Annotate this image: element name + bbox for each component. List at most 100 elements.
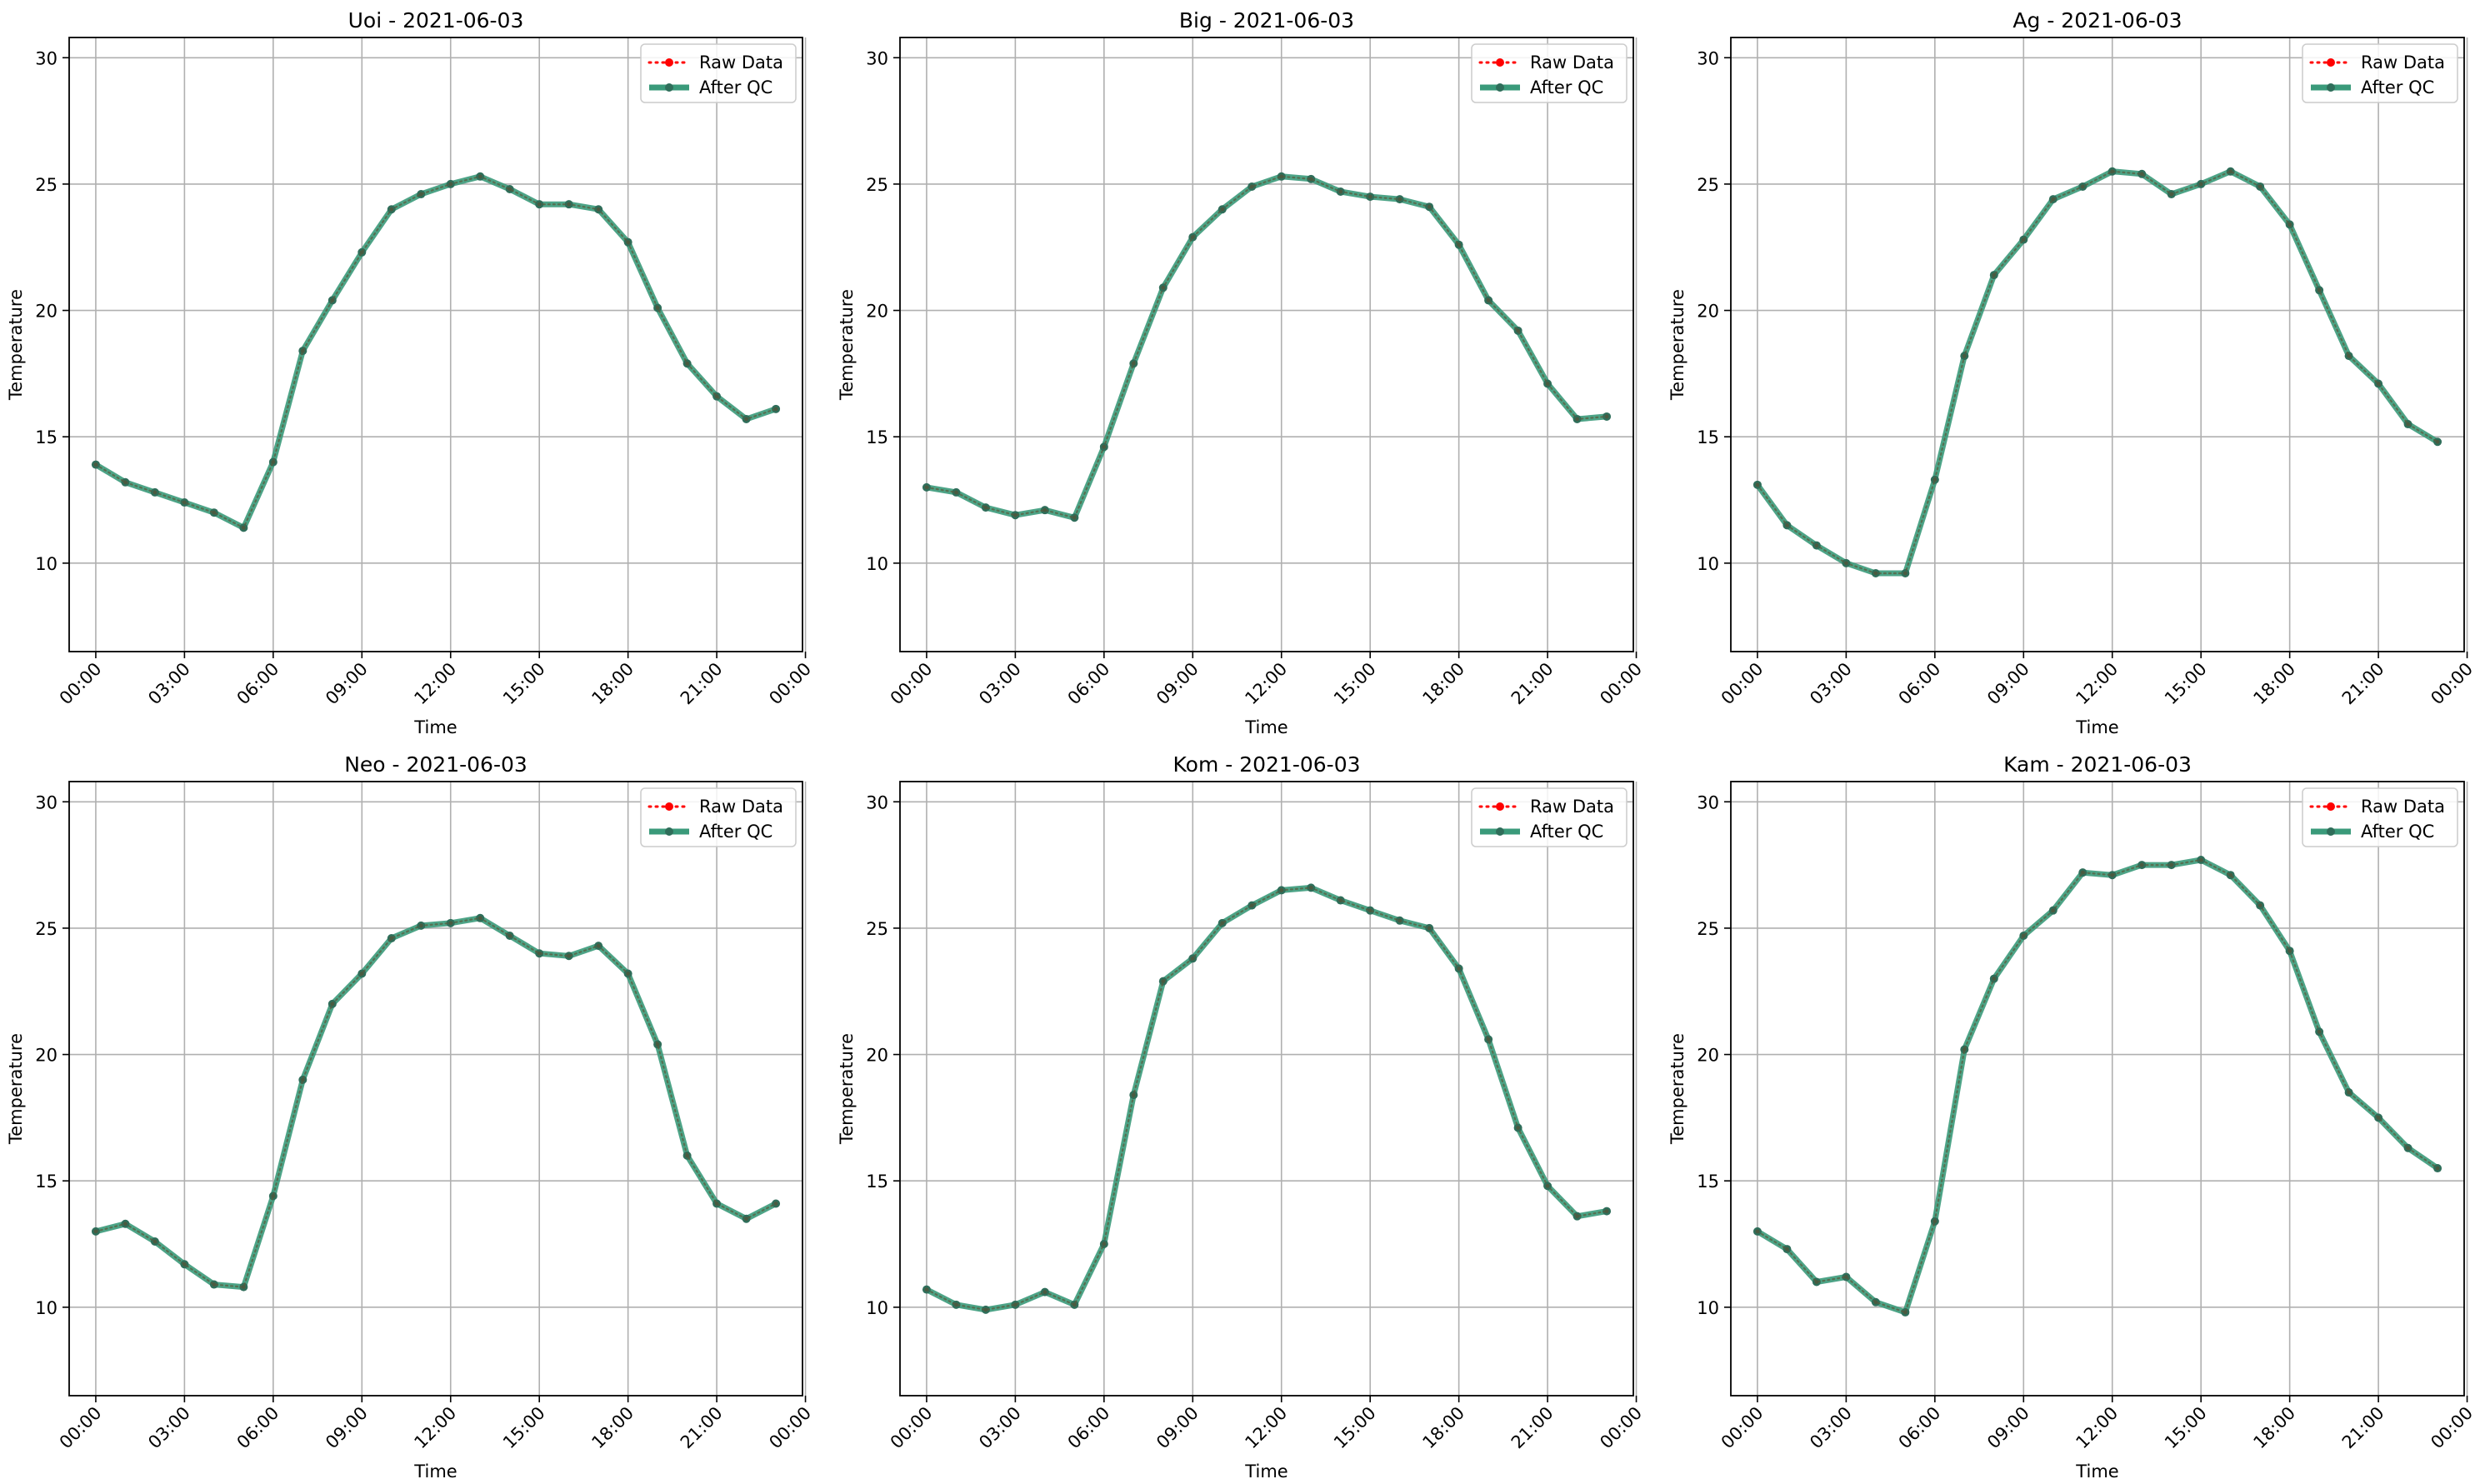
point-raw-data bbox=[1161, 979, 1166, 984]
point-raw-data bbox=[1308, 885, 1313, 890]
legend: Raw Data After QC bbox=[2302, 43, 2458, 103]
point-raw-data bbox=[1368, 194, 1372, 199]
x-tick-label: 09:00 bbox=[1152, 1403, 1202, 1453]
point-raw-data bbox=[418, 923, 423, 928]
x-tick-label: 03:00 bbox=[144, 659, 194, 709]
point-raw-data bbox=[744, 417, 748, 422]
legend-label-after-qc: After QC bbox=[2361, 77, 2434, 97]
point-raw-data bbox=[2169, 862, 2174, 867]
x-tick-label: 09:00 bbox=[1152, 659, 1202, 709]
point-raw-data bbox=[2198, 182, 2203, 187]
point-raw-data bbox=[152, 1239, 158, 1244]
point-raw-data bbox=[1368, 908, 1372, 913]
point-raw-data bbox=[1102, 444, 1107, 449]
point-raw-data bbox=[1190, 956, 1195, 961]
legend-marker-raw-data bbox=[665, 58, 673, 67]
x-tick-label: 18:00 bbox=[588, 1403, 638, 1453]
x-tick-label: 18:00 bbox=[588, 659, 638, 709]
point-raw-data bbox=[1902, 571, 1908, 576]
point-raw-data bbox=[152, 490, 158, 495]
point-raw-data bbox=[1486, 1037, 1491, 1042]
point-raw-data bbox=[508, 187, 512, 192]
x-tick-label: 00:00 bbox=[1596, 1403, 1646, 1453]
point-raw-data bbox=[271, 1193, 276, 1198]
x-tick-label: 21:00 bbox=[677, 1403, 727, 1453]
point-raw-data bbox=[1190, 235, 1195, 240]
legend-marker-raw-data bbox=[2327, 802, 2335, 811]
point-raw-data bbox=[1279, 888, 1284, 892]
x-tick-label: 03:00 bbox=[144, 1403, 194, 1453]
chart-panel-3: 10 15 20 25 30 00:00 03:00 06:00 09:00 12:00 15:00… bbox=[1668, 8, 2477, 737]
chart-title: Kam - 2021-06-03 bbox=[2003, 752, 2192, 777]
point-raw-data bbox=[1755, 482, 1760, 487]
point-raw-data bbox=[359, 972, 364, 976]
point-raw-data bbox=[2139, 172, 2144, 177]
point-raw-data bbox=[2317, 287, 2322, 292]
point-raw-data bbox=[954, 1302, 958, 1307]
point-raw-data bbox=[2258, 184, 2262, 189]
point-raw-data bbox=[478, 916, 482, 921]
point-raw-data bbox=[271, 460, 276, 464]
point-raw-data bbox=[1427, 204, 1432, 209]
point-raw-data bbox=[478, 174, 482, 179]
point-raw-data bbox=[1072, 1302, 1077, 1307]
point-raw-data bbox=[508, 933, 512, 938]
chart-panel-5: 10 15 20 25 30 00:00 03:00 06:00 09:00 12:00 15:00… bbox=[837, 752, 1646, 1482]
point-raw-data bbox=[418, 192, 423, 197]
x-tick-label: 00:00 bbox=[765, 659, 815, 709]
point-raw-data bbox=[182, 500, 187, 505]
point-raw-data bbox=[2406, 1146, 2410, 1151]
y-tick-label: 30 bbox=[35, 792, 58, 812]
point-raw-data bbox=[1398, 197, 1402, 202]
point-raw-data bbox=[567, 953, 572, 958]
y-tick-label: 15 bbox=[1697, 427, 1719, 447]
legend-label-raw-data: Raw Data bbox=[1530, 797, 1614, 817]
y-tick-label: 30 bbox=[866, 48, 888, 68]
x-tick-label: 00:00 bbox=[1718, 1403, 1768, 1453]
y-tick-label: 30 bbox=[866, 792, 888, 812]
legend-label-raw-data: Raw Data bbox=[699, 52, 783, 72]
x-tick-label: 06:00 bbox=[1064, 659, 1114, 709]
point-raw-data bbox=[1072, 515, 1077, 520]
point-raw-data bbox=[212, 510, 217, 515]
point-raw-data bbox=[626, 240, 631, 245]
legend: Raw Data After QC bbox=[640, 43, 797, 103]
point-raw-data bbox=[300, 1077, 305, 1082]
point-raw-data bbox=[655, 1042, 660, 1047]
point-raw-data bbox=[2080, 870, 2085, 875]
y-tick-label: 15 bbox=[1697, 1172, 1719, 1192]
plot-frame bbox=[899, 37, 1634, 652]
point-raw-data bbox=[1249, 184, 1254, 189]
x-tick-label: 00:00 bbox=[1596, 659, 1646, 709]
point-raw-data bbox=[924, 1287, 929, 1292]
y-tick-label: 30 bbox=[1697, 792, 1719, 812]
y-axis-label: Temperature bbox=[1668, 1033, 1688, 1145]
series-line-raw-data bbox=[1756, 170, 2439, 575]
y-tick-label: 20 bbox=[866, 302, 888, 322]
x-tick-label: 15:00 bbox=[1330, 659, 1380, 709]
plot-area bbox=[900, 37, 1633, 652]
y-tick-label: 25 bbox=[866, 175, 888, 195]
legend-marker-raw-data bbox=[665, 802, 673, 811]
x-tick-label: 09:00 bbox=[1983, 1403, 2033, 1453]
y-tick-label: 15 bbox=[35, 1172, 58, 1192]
point-raw-data bbox=[2110, 169, 2115, 174]
y-axis-label: Temperature bbox=[837, 289, 857, 401]
point-raw-data bbox=[2288, 222, 2292, 227]
legend-marker-after-qc bbox=[1496, 827, 1504, 836]
x-tick-label: 00:00 bbox=[765, 1403, 815, 1453]
legend-marker-raw-data bbox=[1496, 802, 1504, 811]
point-raw-data bbox=[1575, 417, 1579, 422]
x-tick-label: 09:00 bbox=[322, 1403, 372, 1453]
point-raw-data bbox=[1873, 1300, 1878, 1305]
x-tick-label: 06:00 bbox=[233, 659, 283, 709]
x-tick-label: 00:00 bbox=[56, 1403, 106, 1453]
point-raw-data bbox=[330, 298, 335, 302]
point-raw-data bbox=[1992, 272, 1997, 277]
point-raw-data bbox=[1755, 1229, 1760, 1234]
x-tick-label: 18:00 bbox=[2249, 1403, 2299, 1453]
point-raw-data bbox=[1102, 1242, 1107, 1247]
legend-marker-after-qc bbox=[1496, 83, 1504, 92]
point-raw-data bbox=[1131, 1092, 1136, 1097]
